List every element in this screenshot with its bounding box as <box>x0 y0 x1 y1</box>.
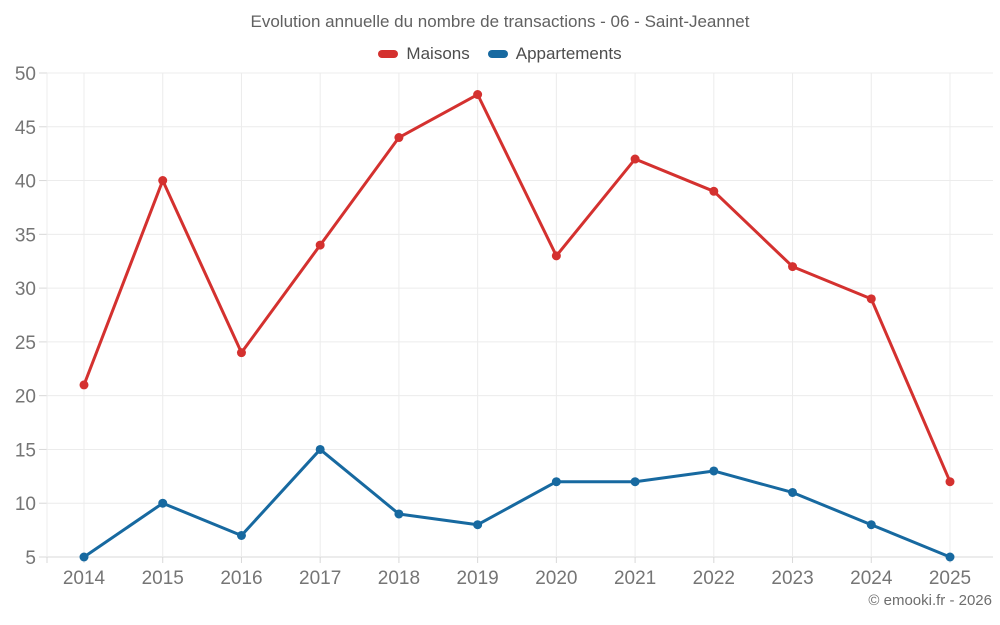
data-point-maisons-2017[interactable] <box>315 240 325 250</box>
data-point-maisons-2015[interactable] <box>158 176 168 186</box>
data-point-appartements-2017[interactable] <box>315 444 325 454</box>
y-tick-label: 35 <box>15 225 36 246</box>
data-point-appartements-2020[interactable] <box>551 477 561 487</box>
x-tick-label: 2019 <box>456 568 498 589</box>
data-point-appartements-2025[interactable] <box>945 552 955 562</box>
data-point-maisons-2023[interactable] <box>788 262 798 272</box>
x-tick-label: 2018 <box>378 568 420 589</box>
data-point-maisons-2019[interactable] <box>473 90 483 100</box>
x-tick-label: 2021 <box>614 568 656 589</box>
data-point-maisons-2024[interactable] <box>866 294 876 304</box>
x-tick-label: 2016 <box>220 568 262 589</box>
y-tick-label: 15 <box>15 440 36 461</box>
x-tick-label: 2025 <box>929 568 971 589</box>
x-tick-label: 2014 <box>63 568 106 589</box>
data-point-maisons-2022[interactable] <box>709 186 719 196</box>
series-line-appartements <box>82 447 952 559</box>
legend-swatch-icon <box>378 50 399 58</box>
y-tick-label: 40 <box>15 172 36 193</box>
data-point-appartements-2024[interactable] <box>866 520 876 530</box>
data-point-maisons-2025[interactable] <box>945 477 955 487</box>
data-point-appartements-2021[interactable] <box>630 477 640 487</box>
attribution: © emooki.fr - 2026 <box>868 592 992 609</box>
y-tick-label: 5 <box>25 548 36 569</box>
x-tick-label: 2017 <box>299 568 341 589</box>
data-point-appartements-2022[interactable] <box>709 466 719 476</box>
x-tick-label: 2023 <box>771 568 813 589</box>
data-point-maisons-2016[interactable] <box>236 348 246 358</box>
y-tick-label: 25 <box>15 333 36 354</box>
data-point-appartements-2014[interactable] <box>79 552 89 562</box>
y-tick-label: 30 <box>15 279 36 300</box>
legend-item-maisons[interactable]: Maisons <box>378 44 470 64</box>
x-tick-label: 2022 <box>693 568 735 589</box>
legend-item-appartements[interactable]: Appartements <box>487 44 622 64</box>
y-tick-label: 20 <box>15 387 36 408</box>
y-tick-label: 50 <box>15 64 36 85</box>
data-point-maisons-2020[interactable] <box>551 251 561 261</box>
y-tick-label: 45 <box>15 118 36 139</box>
series-line-maisons <box>82 93 952 484</box>
legend-label: Maisons <box>406 44 470 63</box>
data-point-appartements-2019[interactable] <box>473 520 483 530</box>
data-point-appartements-2015[interactable] <box>158 498 168 508</box>
legend: Maisons Appartements <box>0 44 1000 64</box>
data-point-maisons-2018[interactable] <box>394 133 404 143</box>
legend-swatch-icon <box>487 50 508 58</box>
chart-title: Evolution annuelle du nombre de transact… <box>250 12 750 31</box>
data-point-appartements-2018[interactable] <box>394 509 404 519</box>
data-point-appartements-2023[interactable] <box>788 487 798 497</box>
x-tick-label: 2015 <box>142 568 184 589</box>
data-point-appartements-2016[interactable] <box>236 530 246 540</box>
x-tick-label: 2020 <box>535 568 577 589</box>
data-point-maisons-2014[interactable] <box>79 380 89 390</box>
data-point-maisons-2021[interactable] <box>630 154 640 164</box>
y-tick-label: 10 <box>15 494 36 515</box>
legend-label: Appartements <box>515 44 622 63</box>
x-tick-label: 2024 <box>850 568 893 589</box>
